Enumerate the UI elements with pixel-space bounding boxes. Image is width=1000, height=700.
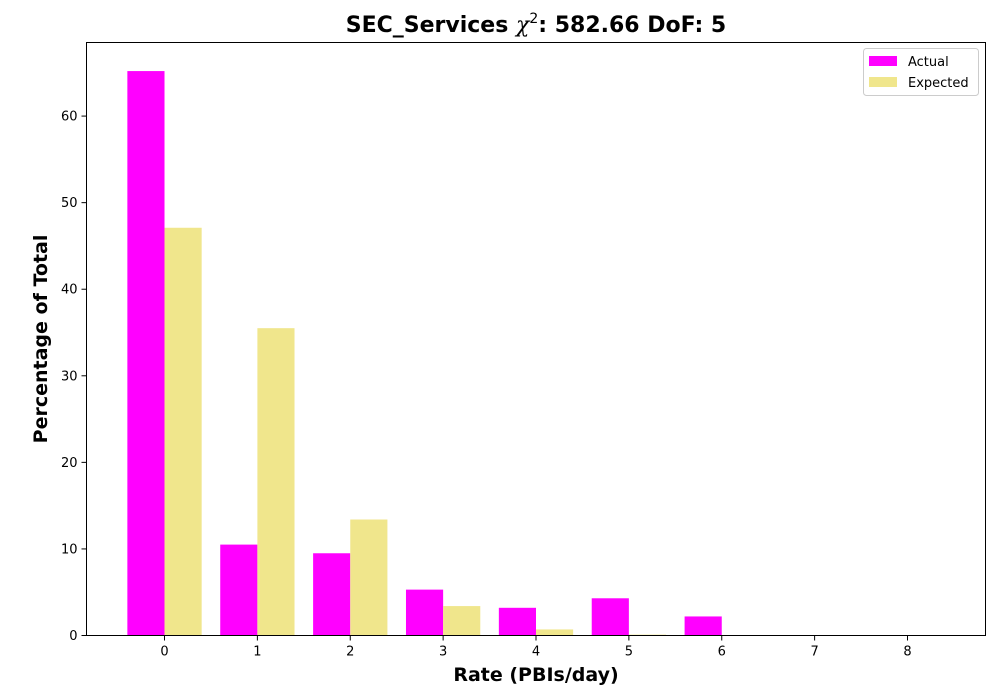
x-tick-label: 4 (532, 645, 540, 660)
bar-actual-1 (220, 545, 257, 636)
x-tick-label: 0 (160, 645, 168, 660)
legend-swatch-expected (869, 77, 897, 87)
y-tick-label: 10 (61, 542, 78, 557)
bar-expected-1 (257, 328, 294, 635)
y-tick-label: 50 (61, 196, 78, 211)
bar-expected-3 (443, 606, 480, 635)
y-tick-label: 40 (61, 283, 78, 298)
title-superscript: 2 (529, 11, 538, 27)
x-tick-label: 7 (810, 645, 818, 660)
bar-expected-0 (165, 228, 202, 636)
chart-title: SEC_Services χ2: 582.66 DoF: 5 (346, 11, 726, 38)
x-tick-label: 3 (439, 645, 447, 660)
bars-layer (127, 71, 721, 635)
legend: Actual Expected (864, 49, 979, 96)
x-tick-label: 5 (625, 645, 633, 660)
y-tick-label: 0 (69, 629, 77, 644)
x-tick-label: 1 (253, 645, 261, 660)
bar-actual-4 (499, 608, 536, 636)
legend-label-actual: Actual (908, 55, 949, 70)
bar-expected-2 (350, 520, 387, 636)
x-axis-label: Rate (PBIs/day) (453, 664, 618, 686)
x-tick-label: 6 (718, 645, 726, 660)
title-suffix: : 582.66 DoF: 5 (538, 13, 726, 38)
bar-actual-0 (127, 71, 164, 635)
y-axis-label: Percentage of Total (30, 235, 52, 444)
legend-label-expected: Expected (908, 76, 969, 91)
bar-expected-4 (536, 629, 573, 635)
bar-actual-3 (406, 590, 443, 636)
y-ticks: 0 10 20 30 40 50 60 (61, 110, 87, 644)
title-prefix: SEC_Services (346, 13, 516, 38)
x-tick-label: 8 (903, 645, 911, 660)
bar-actual-2 (313, 553, 350, 635)
y-tick-label: 60 (61, 110, 78, 125)
y-tick-label: 30 (61, 369, 78, 384)
bar-actual-6 (685, 616, 722, 635)
y-tick-label: 20 (61, 456, 78, 471)
x-ticks: 0 1 2 3 4 5 6 7 8 (160, 636, 911, 660)
x-tick-label: 2 (346, 645, 354, 660)
legend-swatch-actual (869, 56, 897, 66)
bar-actual-5 (592, 598, 629, 635)
